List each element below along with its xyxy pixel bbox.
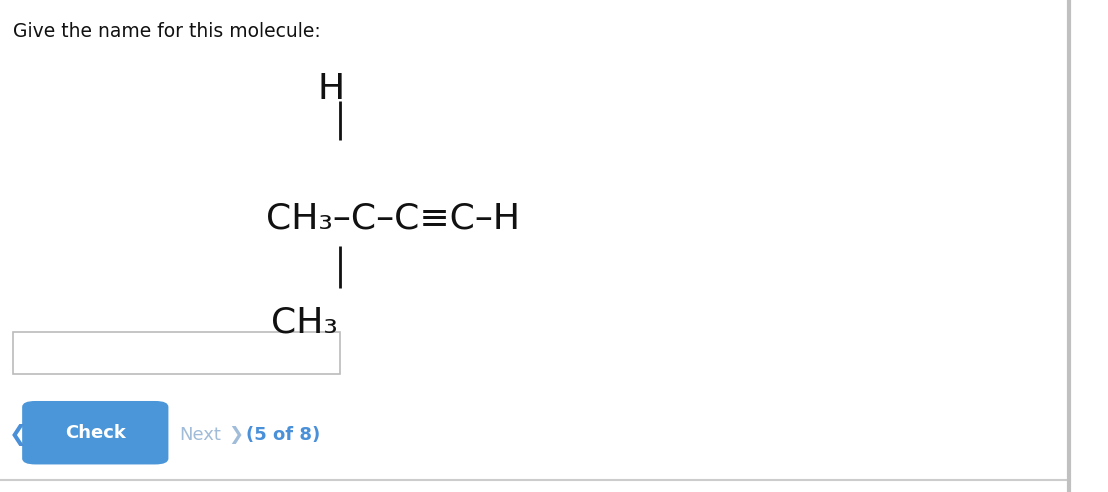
Text: Next: Next <box>179 427 222 444</box>
Text: Check: Check <box>65 424 125 442</box>
Text: CH₃–C–C≡C–H: CH₃–C–C≡C–H <box>266 202 520 236</box>
Text: ❮: ❮ <box>9 425 28 446</box>
Text: Give the name for this molecule:: Give the name for this molecule: <box>13 22 321 41</box>
FancyBboxPatch shape <box>13 332 340 374</box>
Text: CH₃: CH₃ <box>271 305 338 339</box>
Text: ❯: ❯ <box>228 427 244 444</box>
Text: (5 of 8): (5 of 8) <box>246 427 320 444</box>
Text: H: H <box>318 71 345 106</box>
FancyBboxPatch shape <box>22 401 168 464</box>
